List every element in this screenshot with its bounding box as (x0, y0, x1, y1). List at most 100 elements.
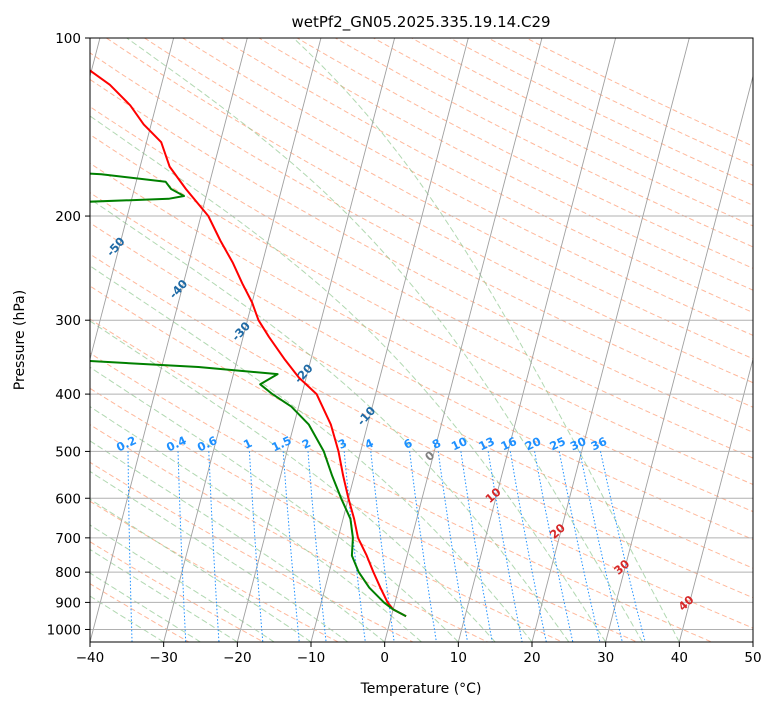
isotherm-line (605, 74, 753, 642)
mixing-ratio-line (81, 451, 82, 644)
temperature-profile-line (90, 69, 407, 618)
mixing-ratio-label: 30 (568, 434, 588, 453)
x-tick-label: 50 (744, 650, 761, 666)
moist-adiabat-line (90, 440, 385, 642)
isotherm-line (163, 38, 322, 642)
dry-adiabat-line (105, 38, 753, 384)
mixing-ratio-label: 20 (523, 434, 543, 453)
mixing-ratio-line (579, 451, 623, 642)
mixing-ratio-label: 16 (498, 434, 518, 453)
y-tick-label: 400 (55, 387, 81, 403)
y-tick-label: 600 (55, 491, 81, 507)
moist-adiabat-line (90, 366, 459, 642)
y-tick-label: 900 (55, 595, 81, 611)
mixing-ratio-line (437, 451, 469, 642)
mixing-ratio-line (282, 451, 300, 642)
moist-adiabat-line (90, 498, 312, 642)
dry-adiabat-line (90, 106, 753, 459)
dry-adiabat-line (90, 52, 753, 408)
dewpoint-profile-line (90, 172, 407, 618)
x-tick-label: −40 (76, 650, 105, 666)
x-tick-label: −20 (223, 650, 252, 666)
moist-adiabat-line (90, 406, 422, 642)
dry-adiabat-line (90, 541, 265, 642)
y-tick-label: 100 (55, 31, 81, 47)
x-tick-label: −30 (149, 650, 178, 666)
isotherm-line (752, 640, 753, 642)
y-tick-label: 700 (55, 531, 81, 547)
moist-adiabat-line (90, 198, 570, 642)
moist-adiabat-line (90, 470, 349, 642)
dry-adiabat-line (219, 38, 753, 314)
dry-adiabat-line (90, 253, 753, 599)
mixing-ratio-label: 25 (547, 434, 567, 453)
moist-adiabat-label: -30 (229, 319, 253, 344)
x-tick-label: 40 (671, 650, 688, 666)
mixing-ratio-label: 10 (449, 434, 469, 453)
dry-adiabat-line (90, 318, 714, 642)
dry-adiabat-line (90, 583, 190, 642)
mixing-ratio-label: 4 (363, 436, 376, 452)
x-tick-label: 30 (597, 650, 614, 666)
dry-adiabat-line (90, 162, 753, 513)
y-tick-label: 200 (55, 209, 81, 225)
moist-adiabat-line (90, 320, 496, 642)
mixing-ratio-line (509, 451, 547, 642)
x-tick-label: 0 (380, 650, 389, 666)
moist-adiabat-label: -10 (354, 404, 378, 429)
isotherm-line (90, 38, 175, 361)
mixing-ratio-line (558, 451, 601, 642)
dry-adiabat-line (334, 38, 753, 248)
moist-adiabat-line (90, 265, 533, 642)
isotherm-line (384, 38, 543, 642)
x-tick-label: 10 (450, 650, 467, 666)
x-axis-label: Temperature (°C) (360, 681, 482, 697)
isotherm-label: 40 (675, 592, 696, 613)
dry-adiabat-line (90, 424, 489, 642)
y-axis-label: Pressure (hPa) (12, 290, 28, 390)
moist-adiabat-label: -50 (103, 234, 127, 259)
y-tick-label: 1000 (47, 622, 81, 638)
dry-adiabat-line (90, 78, 753, 433)
plot-frame (89, 37, 754, 643)
moist-adiabat-line (90, 548, 238, 642)
isotherm-line (531, 38, 690, 642)
mixing-ratio-line (534, 451, 574, 642)
mixing-ratio-line (409, 451, 437, 642)
y-tick-label: 500 (55, 444, 81, 460)
dry-adiabat-line (525, 38, 753, 147)
y-tick-label: 800 (55, 565, 81, 581)
dry-adiabat-line (448, 38, 753, 186)
isotherm-line (678, 357, 753, 642)
mixing-ratio-label: 36 (589, 434, 609, 453)
mixing-ratio-label: 8 (430, 436, 443, 452)
chart-title: wetPf2_GN05.2025.335.19.14.C29 (291, 13, 550, 32)
dry-adiabat-line (90, 387, 564, 642)
isotherm-line (90, 38, 248, 642)
dry-adiabat-line (90, 285, 753, 629)
dry-adiabat-line (296, 38, 753, 269)
moist-adiabat-label: -40 (166, 277, 190, 302)
moist-adiabat-line (292, 38, 680, 642)
dry-adiabat-line (90, 133, 753, 486)
mixing-ratio-label: 1 (241, 436, 254, 452)
isotherm-line (457, 38, 617, 642)
x-tick-label: 20 (523, 650, 540, 666)
isotherm-label: 10 (482, 485, 503, 506)
dry-adiabat-line (410, 38, 753, 206)
mixing-ratio-line (177, 451, 187, 642)
moist-adiabat-label: -70 (0, 150, 2, 175)
isotherm-line (236, 38, 396, 642)
dry-adiabat-line (90, 352, 639, 642)
y-tick-label: 300 (55, 313, 81, 329)
moist-adiabat-line (90, 115, 607, 642)
mixing-ratio-label: 13 (476, 434, 496, 453)
dry-adiabat-line (90, 192, 753, 541)
mixing-ratio-line (460, 451, 493, 642)
isotherm-line (310, 38, 469, 642)
mixing-ratio-line (127, 451, 133, 642)
dry-adiabat-line (181, 38, 753, 336)
x-tick-label: −10 (297, 650, 326, 666)
dry-adiabat-line (90, 222, 753, 569)
